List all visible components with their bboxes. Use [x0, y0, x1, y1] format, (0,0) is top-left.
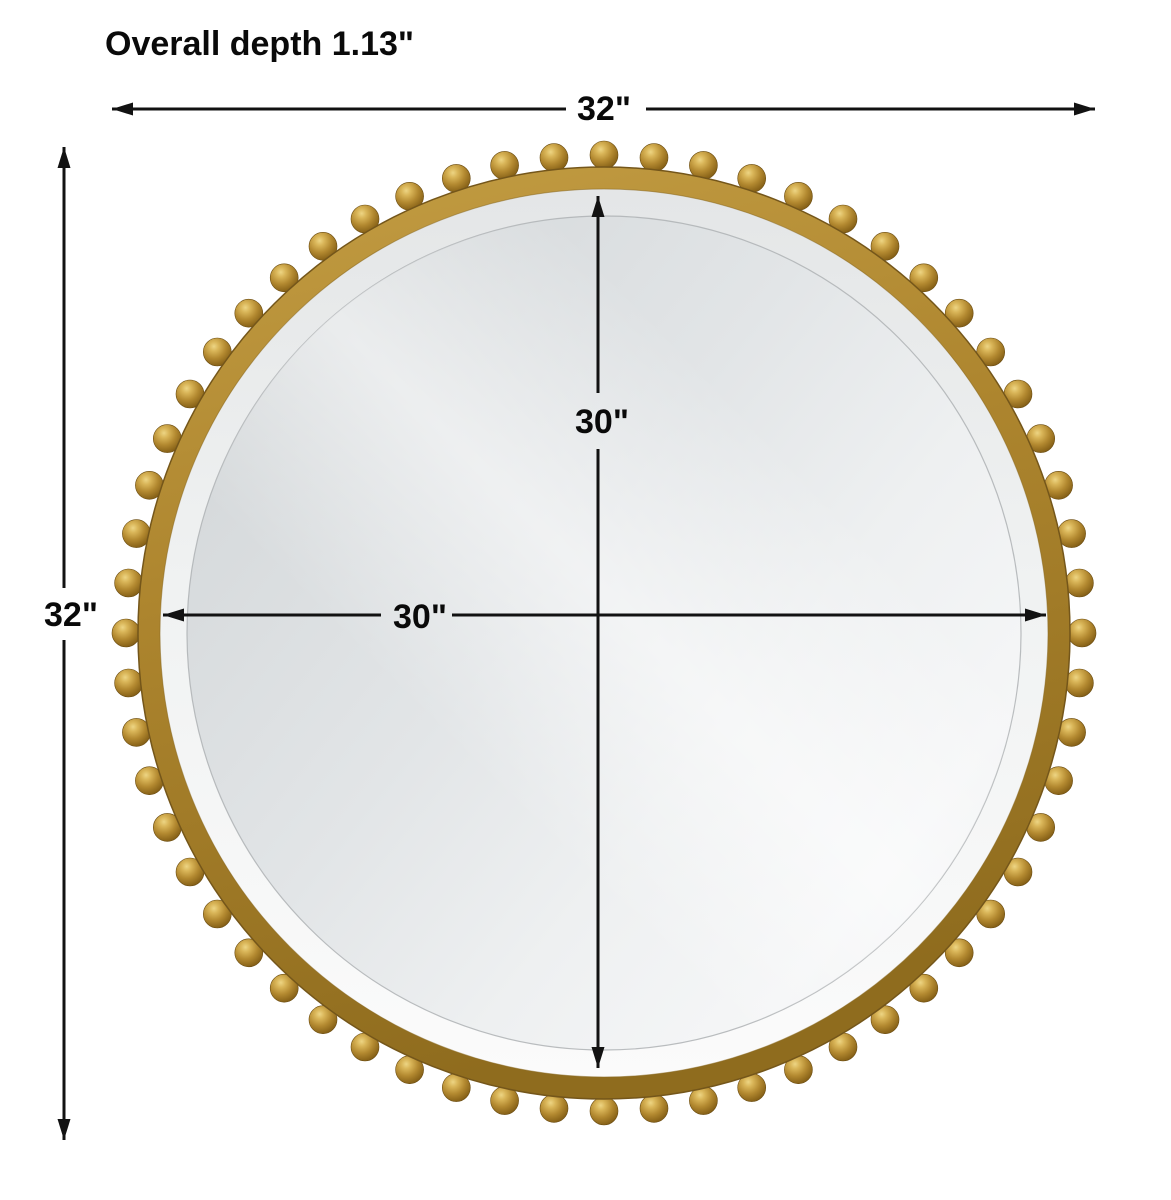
frame-bead: [909, 973, 939, 1003]
arrowhead-down-icon: [591, 1047, 605, 1068]
frame-bead: [870, 232, 900, 261]
frame-bead: [111, 618, 141, 648]
dimension-annotations: 32" 32" 30" 30": [44, 90, 1095, 1140]
arrowhead-down-icon: [57, 1119, 71, 1140]
overall-width-label: 32": [577, 90, 631, 128]
frame-bead: [944, 298, 974, 328]
frame-bead: [308, 1005, 338, 1035]
dimension-inner-width: 30": [163, 598, 1046, 636]
arrowhead-right-icon: [1074, 102, 1095, 116]
frame-bead: [909, 263, 939, 293]
frame-bead: [114, 668, 143, 698]
frame-bead: [589, 1096, 619, 1126]
frame-bead: [539, 143, 569, 172]
mirror: [111, 140, 1097, 1126]
frame-bead: [114, 568, 143, 598]
frame-bead: [639, 143, 669, 172]
frame-bead: [203, 899, 232, 929]
frame-bead: [203, 337, 232, 367]
inner-width-label: 30": [393, 598, 447, 636]
dimension-overall-height: 32": [44, 147, 98, 1140]
bead-ring: [111, 140, 1097, 1126]
frame-bead: [269, 973, 299, 1003]
frame-bead: [539, 1094, 569, 1123]
overall-height-label: 32": [44, 596, 98, 634]
frame-bead: [976, 337, 1006, 367]
frame-bead: [1065, 568, 1094, 598]
arrowhead-left-icon: [163, 608, 184, 622]
inner-height-label: 30": [575, 403, 629, 441]
frame-bead: [589, 140, 619, 170]
frame-bead: [976, 899, 1006, 929]
frame-bead: [870, 1005, 900, 1035]
dimension-inner-height: 30": [575, 196, 629, 1068]
frame-bead: [234, 298, 264, 328]
arrowhead-up-icon: [57, 147, 71, 168]
overall-depth-label: Overall depth 1.13": [105, 25, 414, 63]
frame-bead: [1065, 668, 1094, 698]
frame-bead: [1067, 618, 1097, 648]
arrowhead-right-icon: [1025, 608, 1046, 622]
frame-bead: [308, 232, 338, 261]
frame-bead: [269, 263, 299, 293]
dimension-overall-width: 32": [112, 90, 1095, 128]
glass-reflection: [187, 216, 1021, 1050]
frame-bead: [234, 938, 264, 968]
frame-bead: [944, 938, 974, 968]
arrowhead-left-icon: [112, 102, 133, 116]
frame-bead: [639, 1094, 669, 1123]
arrowhead-up-icon: [591, 196, 605, 217]
